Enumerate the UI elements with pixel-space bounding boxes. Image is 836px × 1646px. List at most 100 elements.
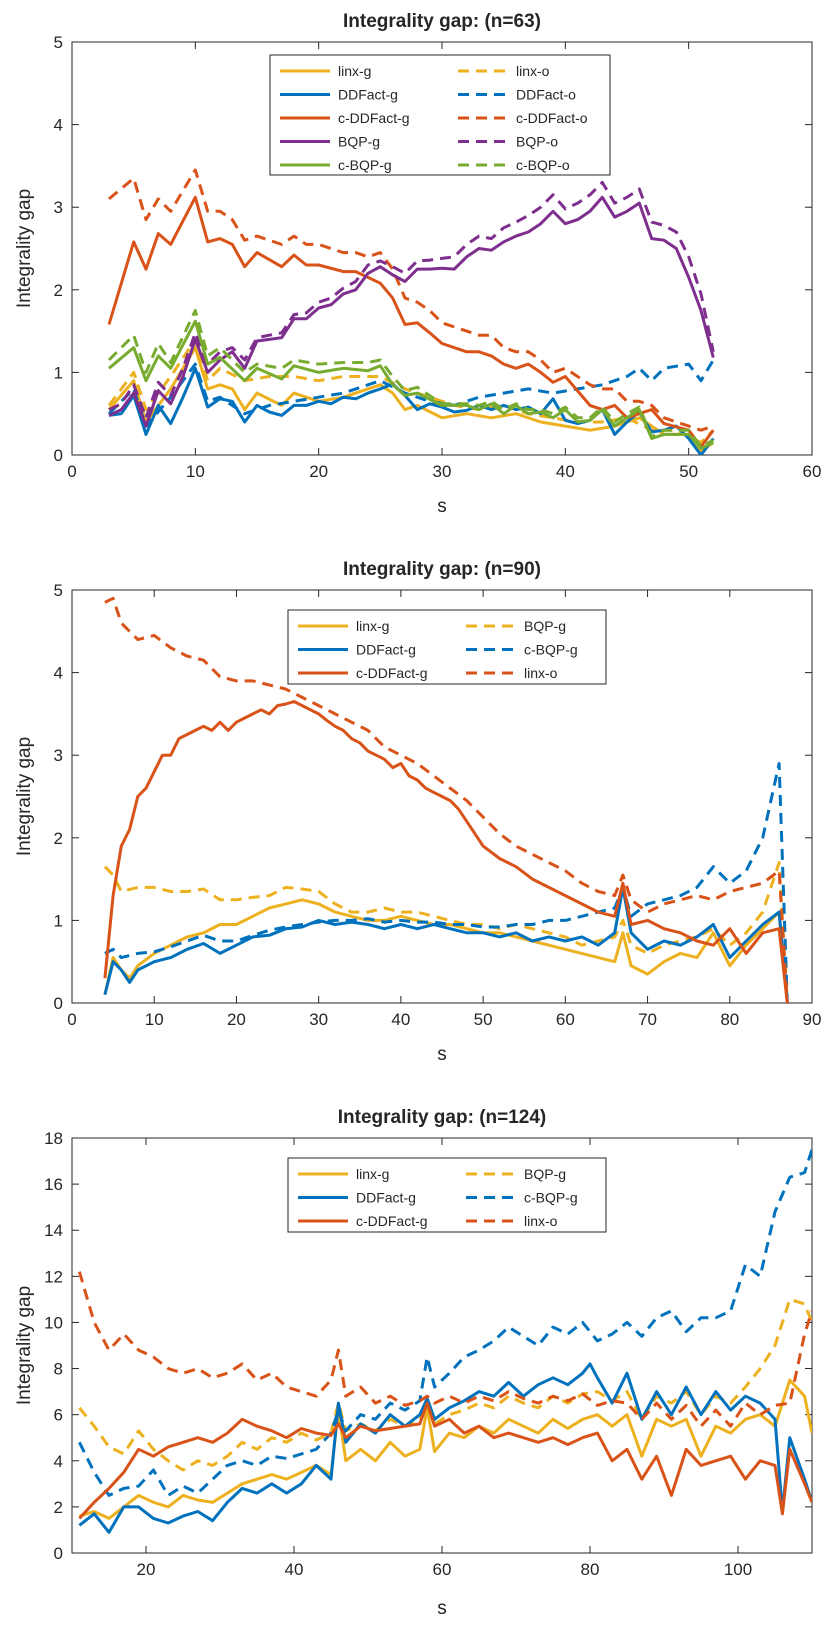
chart-2: Integrality gap: (n=90)0 10 20 30 40 50 60 70 80…: [14, 559, 821, 1065]
x-tick-label: 80: [720, 1010, 739, 1029]
series-line-c-ddfact-g: [107, 195, 715, 449]
y-tick-label: 1: [54, 911, 63, 930]
y-tick-label: 18: [44, 1129, 63, 1148]
x-tick-label: 60: [433, 1560, 452, 1579]
series-group: [107, 168, 715, 455]
chart-3: Integrality gap: (n=124) 20 40 60 80 100 0 2 4 6 8…: [14, 1107, 813, 1619]
legend: linx-g BQP-g DDFact-g c-BQP-g c-DDFact-g linx…: [287, 609, 607, 685]
legend-label-c-ddfact-g: c-DDFact-g: [356, 1213, 428, 1229]
y-tick-label: 3: [54, 746, 63, 765]
legend-label-bqp-o: BQP-o: [516, 134, 558, 150]
y-tick-label: 4: [54, 116, 63, 135]
y-axis-label: Integrality gap: [14, 189, 35, 308]
x-axis-label: s: [437, 1598, 447, 1619]
legend-box: [269, 54, 611, 176]
legend: linx-g BQP-g DDFact-g c-BQP-g c-DDFact-g linx…: [287, 1157, 607, 1233]
series-line-linx-o: [104, 596, 789, 1003]
legend-label-c-bqp-o: c-BQP-o: [516, 157, 570, 173]
y-tick-label: 2: [54, 1498, 63, 1517]
x-axis-label: s: [437, 1044, 447, 1065]
y-tick-label: 0: [54, 994, 63, 1013]
x-tick-label: 90: [803, 1010, 822, 1029]
legend-label-c-ddfact-o: c-DDFact-o: [516, 110, 588, 126]
legend-label-bqp-g: BQP-g: [524, 618, 566, 634]
series-line-c-bqp-g: [78, 1149, 812, 1497]
x-tick-label: 50: [679, 462, 698, 481]
legend-label-linx-o: linx-o: [516, 63, 550, 79]
x-tick-label: 60: [556, 1010, 575, 1029]
y-tick-label: 1: [54, 363, 63, 382]
y-tick-label: 0: [54, 446, 63, 465]
series-line-c-ddfact-g: [78, 1401, 812, 1520]
x-tick-label: 20: [137, 1560, 156, 1579]
x-tick-label: 50: [474, 1010, 493, 1029]
y-tick-label: 4: [54, 1452, 63, 1471]
legend-label-c-ddfact-g: c-DDFact-g: [338, 110, 410, 126]
series-line-c-ddfact-g: [103, 700, 789, 1003]
x-tick-label: 20: [227, 1010, 246, 1029]
x-tick-label: 70: [638, 1010, 657, 1029]
legend-label-ddfact-g: DDFact-g: [356, 1190, 416, 1206]
series-line-linx-o: [77, 1271, 812, 1428]
x-tick-label: 10: [186, 462, 205, 481]
x-tick-label: 0: [67, 1010, 76, 1029]
series-line-ddfact-g: [78, 1362, 812, 1534]
x-tick-label: 80: [581, 1560, 600, 1579]
y-tick-label: 4: [54, 664, 63, 683]
x-tick-label: 100: [724, 1560, 752, 1579]
legend-label-c-bqp-g: c-BQP-g: [338, 157, 392, 173]
x-tick-label: 30: [433, 462, 452, 481]
legend-label-linx-o: linx-o: [524, 665, 558, 681]
y-axis-label: Integrality gap: [14, 737, 35, 856]
legend: linx-g linx-o DDFact-g DDFact-o c-DDFact-g c-…: [269, 54, 611, 176]
legend-label-bqp-g: BQP-g: [338, 134, 380, 150]
series-line-bqp-g: [108, 195, 715, 428]
legend-label-c-bqp-g: c-BQP-g: [524, 642, 578, 658]
chart-title: Integrality gap: (n=124): [338, 1107, 547, 1128]
legend-label-ddfact-g: DDFact-g: [338, 87, 398, 103]
y-tick-label: 10: [44, 1313, 63, 1332]
legend-label-ddfact-g: DDFact-g: [356, 642, 416, 658]
x-tick-label: 40: [391, 1010, 410, 1029]
series-line-ddfact-g: [103, 885, 789, 1003]
series-line-linx-g: [78, 1378, 812, 1520]
y-tick-label: 2: [54, 829, 63, 848]
x-tick-label: 40: [285, 1560, 304, 1579]
x-tick-label: 0: [67, 462, 76, 481]
chart-title: Integrality gap: (n=90): [343, 559, 541, 580]
x-tick-label: 40: [556, 462, 575, 481]
series-line-c-bqp-g: [108, 319, 714, 450]
y-tick-label: 16: [44, 1175, 63, 1194]
chart-1: Integrality gap: (n=63) 0 10 20 30 40 50 60 0 1 2 3…: [14, 11, 821, 517]
y-tick-label: 3: [54, 198, 63, 217]
series-line-ddfact-g: [108, 366, 715, 455]
x-tick-label: 10: [145, 1010, 164, 1029]
x-tick-label: 20: [309, 462, 328, 481]
legend-label-ddfact-o: DDFact-o: [516, 87, 576, 103]
y-tick-label: 6: [54, 1406, 63, 1425]
y-tick-label: 5: [54, 33, 63, 52]
legend-label-bqp-g: BQP-g: [524, 1166, 566, 1182]
x-axis-label: s: [437, 496, 447, 517]
y-tick-label: 8: [54, 1360, 63, 1379]
y-axis-label: Integrality gap: [14, 1286, 35, 1405]
y-tick-label: 14: [44, 1221, 63, 1240]
legend-label-linx-g: linx-g: [338, 63, 371, 79]
series-line-c-bqp-o: [107, 309, 715, 449]
chart-title: Integrality gap: (n=63): [343, 11, 541, 32]
series-line-c-ddfact-o: [108, 168, 714, 432]
series-line-c-bqp-g: [104, 762, 789, 1003]
y-tick-label: 12: [44, 1267, 63, 1286]
y-tick-label: 0: [54, 1544, 63, 1563]
series-line-ddfact-o: [107, 359, 715, 428]
series-group: [77, 1149, 812, 1534]
legend-label-c-bqp-g: c-BQP-g: [524, 1190, 578, 1206]
legend-label-c-ddfact-g: c-DDFact-g: [356, 665, 428, 681]
y-tick-label: 5: [54, 581, 63, 600]
x-tick-label: 60: [803, 462, 822, 481]
legend-label-linx-o: linx-o: [524, 1213, 558, 1229]
y-tick-label: 2: [54, 281, 63, 300]
series-line-bqp-o: [108, 180, 715, 420]
x-tick-label: 30: [309, 1010, 328, 1029]
